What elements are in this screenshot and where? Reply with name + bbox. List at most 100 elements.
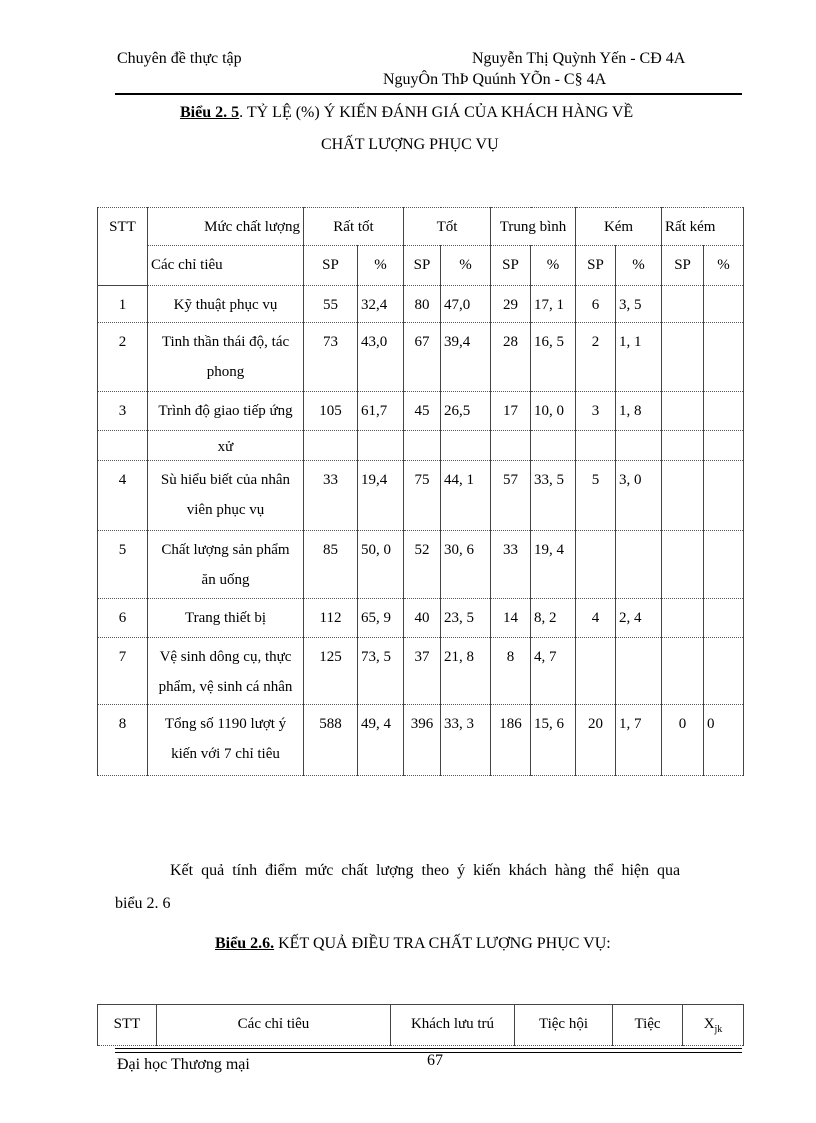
row-value xyxy=(575,430,617,461)
header-left: Chuyên đề thực tập xyxy=(117,50,242,67)
row-value: 73, 5 xyxy=(356,637,405,705)
row-value: 105 xyxy=(303,391,358,431)
row-value: 28 xyxy=(490,322,532,392)
row-stt: 3 xyxy=(97,391,148,431)
row-value: 8, 2 xyxy=(530,598,577,638)
row-value: 65, 9 xyxy=(356,598,405,638)
row-value: 588 xyxy=(303,704,358,776)
table2: STT Các chỉ tiêu Khách lưu trú Tiệc hội … xyxy=(97,1004,744,1046)
row-value: 21, 8 xyxy=(440,637,492,705)
criteria-header: Các chỉ tiêu xyxy=(156,1004,391,1046)
row-stt: 2 xyxy=(97,322,148,392)
criteria-line: ăn uống xyxy=(201,572,250,588)
row-value: 2, 4 xyxy=(615,598,663,638)
table1-title-label: Biểu 2. 5 xyxy=(180,104,240,121)
sub-header: SP xyxy=(490,245,532,286)
header-rule xyxy=(115,93,742,95)
row-criteria: xử xyxy=(147,430,304,461)
row-value xyxy=(615,530,663,599)
criteria-line: Tinh thần thái độ, tác xyxy=(161,334,290,350)
row-value: 15, 6 xyxy=(530,704,577,776)
criteria-header: Các chỉ tiêu xyxy=(147,245,304,286)
row-criteria: Trang thiết bị xyxy=(147,598,304,638)
row-value: 1, 7 xyxy=(615,704,663,776)
row-value xyxy=(703,391,745,431)
row-value: 14 xyxy=(490,598,532,638)
sub-header: SP xyxy=(403,245,442,286)
row-value: 47,0 xyxy=(440,285,492,323)
row-value xyxy=(575,530,617,599)
row-value: 57 xyxy=(490,460,532,531)
page-number: 67 xyxy=(427,1052,443,1069)
row-value: 49, 4 xyxy=(356,704,405,776)
row-value xyxy=(661,598,705,638)
row-value: 43,0 xyxy=(356,322,405,392)
sub-header: % xyxy=(703,245,745,286)
row-value: 3, 5 xyxy=(615,285,663,323)
row-value: 10, 0 xyxy=(530,391,577,431)
group-header: Trung bình xyxy=(490,207,577,246)
header-row-1: STT Mức chất lượng Rất tốt Tốt Trung bìn… xyxy=(97,207,745,286)
row-stt: 5 xyxy=(97,530,148,599)
row-value xyxy=(661,285,705,323)
row-value: 52 xyxy=(403,530,442,599)
sub-header: % xyxy=(530,245,577,286)
footer-left: Đại học Thương mại xyxy=(117,1056,250,1073)
table-row: 5 Chất lượng sản phẩm ăn uống 85 50, 0 52 30, … xyxy=(97,530,745,599)
table-row: 8 Tổng số 1190 lượt ý kiến với 7 chỉ tiêu 5… xyxy=(97,704,745,776)
row-value: 0 xyxy=(661,704,705,776)
row-value: 17, 1 xyxy=(530,285,577,323)
row-criteria: Sù hiểu biết của nhân viên phục vụ xyxy=(147,460,304,531)
row-value: 29 xyxy=(490,285,532,323)
row-value: 26,5 xyxy=(440,391,492,431)
group-header: Rất kém xyxy=(661,207,745,246)
row-value xyxy=(440,430,492,461)
row-value: 45 xyxy=(403,391,442,431)
header-row-2: Các chỉ tiêu SP% SP% SP% SP% SP% xyxy=(98,245,745,286)
row-value: 73 xyxy=(303,322,358,392)
criteria-line: Kỹ thuật phục vụ xyxy=(173,297,278,313)
level-header: Mức chất lượng xyxy=(147,207,304,246)
row-value: 33, 5 xyxy=(530,460,577,531)
sub-header: SP xyxy=(575,245,617,286)
banquet-header: Tiệc hội xyxy=(514,1004,613,1046)
row-value xyxy=(575,637,617,705)
table1-title-line2: CHẤT LƯỢNG PHỤC VỤ xyxy=(321,136,499,153)
stt-header: STT xyxy=(97,207,148,286)
row-stt: 4 xyxy=(97,460,148,531)
criteria-line: phong xyxy=(206,364,245,380)
table-row: 3 Trình độ giao tiếp ứng 105 61,7 45 26,5 17 10… xyxy=(97,391,745,431)
sub-header: SP xyxy=(661,245,705,286)
row-value xyxy=(703,430,745,461)
row-value: 19,4 xyxy=(356,460,405,531)
header-right: Nguyễn Thị Quỳnh Yến - CĐ 4A xyxy=(472,50,686,67)
criteria-line: Sù hiểu biết của nhân xyxy=(160,472,291,488)
footer-rule xyxy=(115,1048,742,1053)
row-value: 37 xyxy=(403,637,442,705)
row-value: 3, 0 xyxy=(615,460,663,531)
row-value xyxy=(661,460,705,531)
row-value: 44, 1 xyxy=(440,460,492,531)
criteria-line: viên phục vụ xyxy=(186,502,265,518)
row-value xyxy=(661,391,705,431)
xjk-header: Xjk xyxy=(682,1004,744,1046)
row-value: 39,4 xyxy=(440,322,492,392)
xjk-sub: jk xyxy=(714,1024,723,1035)
row-value: 85 xyxy=(303,530,358,599)
stt-header: STT xyxy=(97,1004,157,1046)
table-row: 7 Vệ sinh dông cụ, thực phẩm, vệ sinh cá n… xyxy=(97,637,745,705)
row-value: 75 xyxy=(403,460,442,531)
row-value: 1, 1 xyxy=(615,322,663,392)
row-value xyxy=(661,430,705,461)
row-value: 61,7 xyxy=(356,391,405,431)
xjk-x: X xyxy=(703,1016,715,1032)
table2-header-row: STT Các chỉ tiêu Khách lưu trú Tiệc hội … xyxy=(97,1004,744,1046)
row-value: 19, 4 xyxy=(530,530,577,599)
sub-header: % xyxy=(615,245,663,286)
paragraph-line1: Kết quả tính điểm mức chất lượng theo ý … xyxy=(170,862,681,879)
row-value: 186 xyxy=(490,704,532,776)
row-value xyxy=(703,285,745,323)
table-row: 2 Tinh thần thái độ, tác phong 73 43,0 67 39,4… xyxy=(97,322,745,392)
row-value xyxy=(490,430,532,461)
criteria-line: Trình độ giao tiếp ứng xyxy=(158,403,293,419)
